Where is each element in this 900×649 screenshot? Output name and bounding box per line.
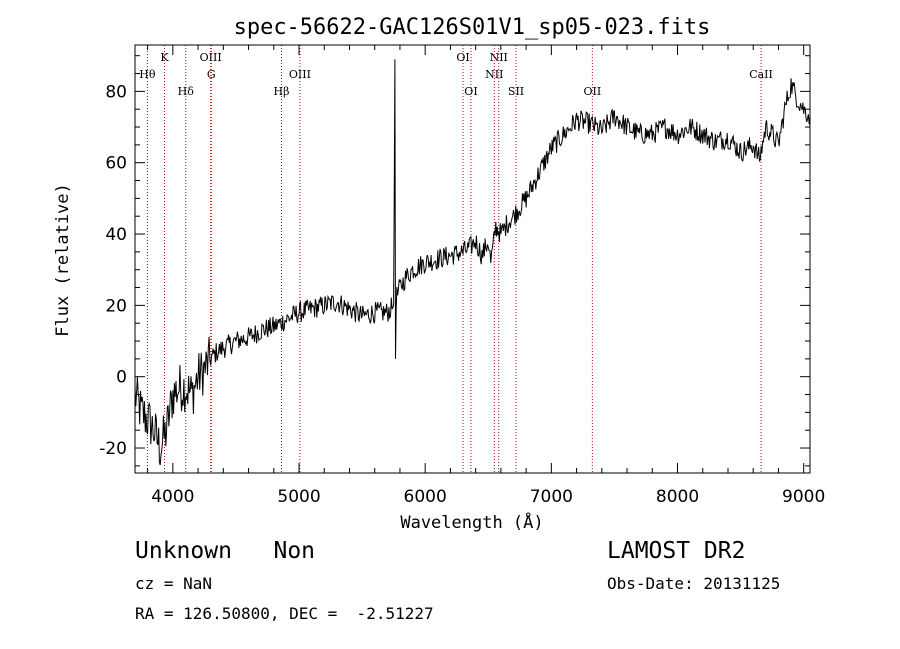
- emission-line-label: OI: [464, 85, 477, 98]
- obs-date-label: Obs-Date: 20131125: [607, 574, 781, 593]
- emission-line-label: OII: [584, 85, 602, 98]
- y-axis: -20 0 20 40 60 80: [99, 55, 810, 467]
- emission-line-label: OIII: [200, 51, 222, 64]
- y-axis-label: Flux (relative): [53, 183, 73, 337]
- y-tick-label: 20: [105, 296, 127, 316]
- x-tick-label: 9000: [782, 487, 825, 507]
- emission-line-label: SII: [508, 85, 524, 98]
- plot-frame: [134, 44, 811, 474]
- emission-line-label: G: [207, 68, 216, 81]
- emission-line-label: OI: [456, 51, 469, 64]
- emission-line-label: NII: [485, 68, 503, 81]
- y-tick-label: 40: [105, 225, 127, 245]
- coords-label: RA = 126.50800, DEC = -2.51227: [135, 604, 434, 623]
- cz-label: cz = NaN: [135, 574, 213, 593]
- x-tick-label: 6000: [404, 487, 447, 507]
- emission-line-label: CaII: [749, 68, 773, 81]
- x-tick-label: 4000: [151, 487, 194, 507]
- y-tick-label: -20: [99, 439, 127, 459]
- chart-title: spec-56622-GAC126S01V1_sp05-023.fits: [234, 15, 711, 40]
- x-tick-label: 7000: [530, 487, 573, 507]
- y-tick-label: 0: [116, 368, 127, 388]
- emission-line-markers: Hθ K Hδ OIII G Hβ OIII OI OI NII NII SII OII CaII: [139, 45, 773, 473]
- series-layer: [134, 59, 811, 466]
- emission-line-label: OIII: [289, 68, 311, 81]
- spectrum-series-line: [134, 59, 811, 466]
- x-axis: 4000 5000 6000 7000 8000 9000: [147, 45, 825, 507]
- y-tick-label: 80: [105, 82, 127, 102]
- emission-line-label: Hδ: [178, 85, 195, 98]
- x-tick-label: 8000: [656, 487, 699, 507]
- emission-line-label: NII: [490, 51, 508, 64]
- emission-line-label: Hθ: [139, 68, 156, 81]
- emission-line-label: Hβ: [274, 85, 290, 98]
- x-axis-label: Wavelength (Å): [400, 511, 543, 533]
- survey-label: LAMOST DR2: [607, 538, 746, 564]
- emission-line-label: K: [160, 51, 169, 64]
- class-label: Unknown Non: [135, 538, 316, 564]
- x-tick-label: 5000: [277, 487, 320, 507]
- y-tick-label: 60: [105, 154, 127, 174]
